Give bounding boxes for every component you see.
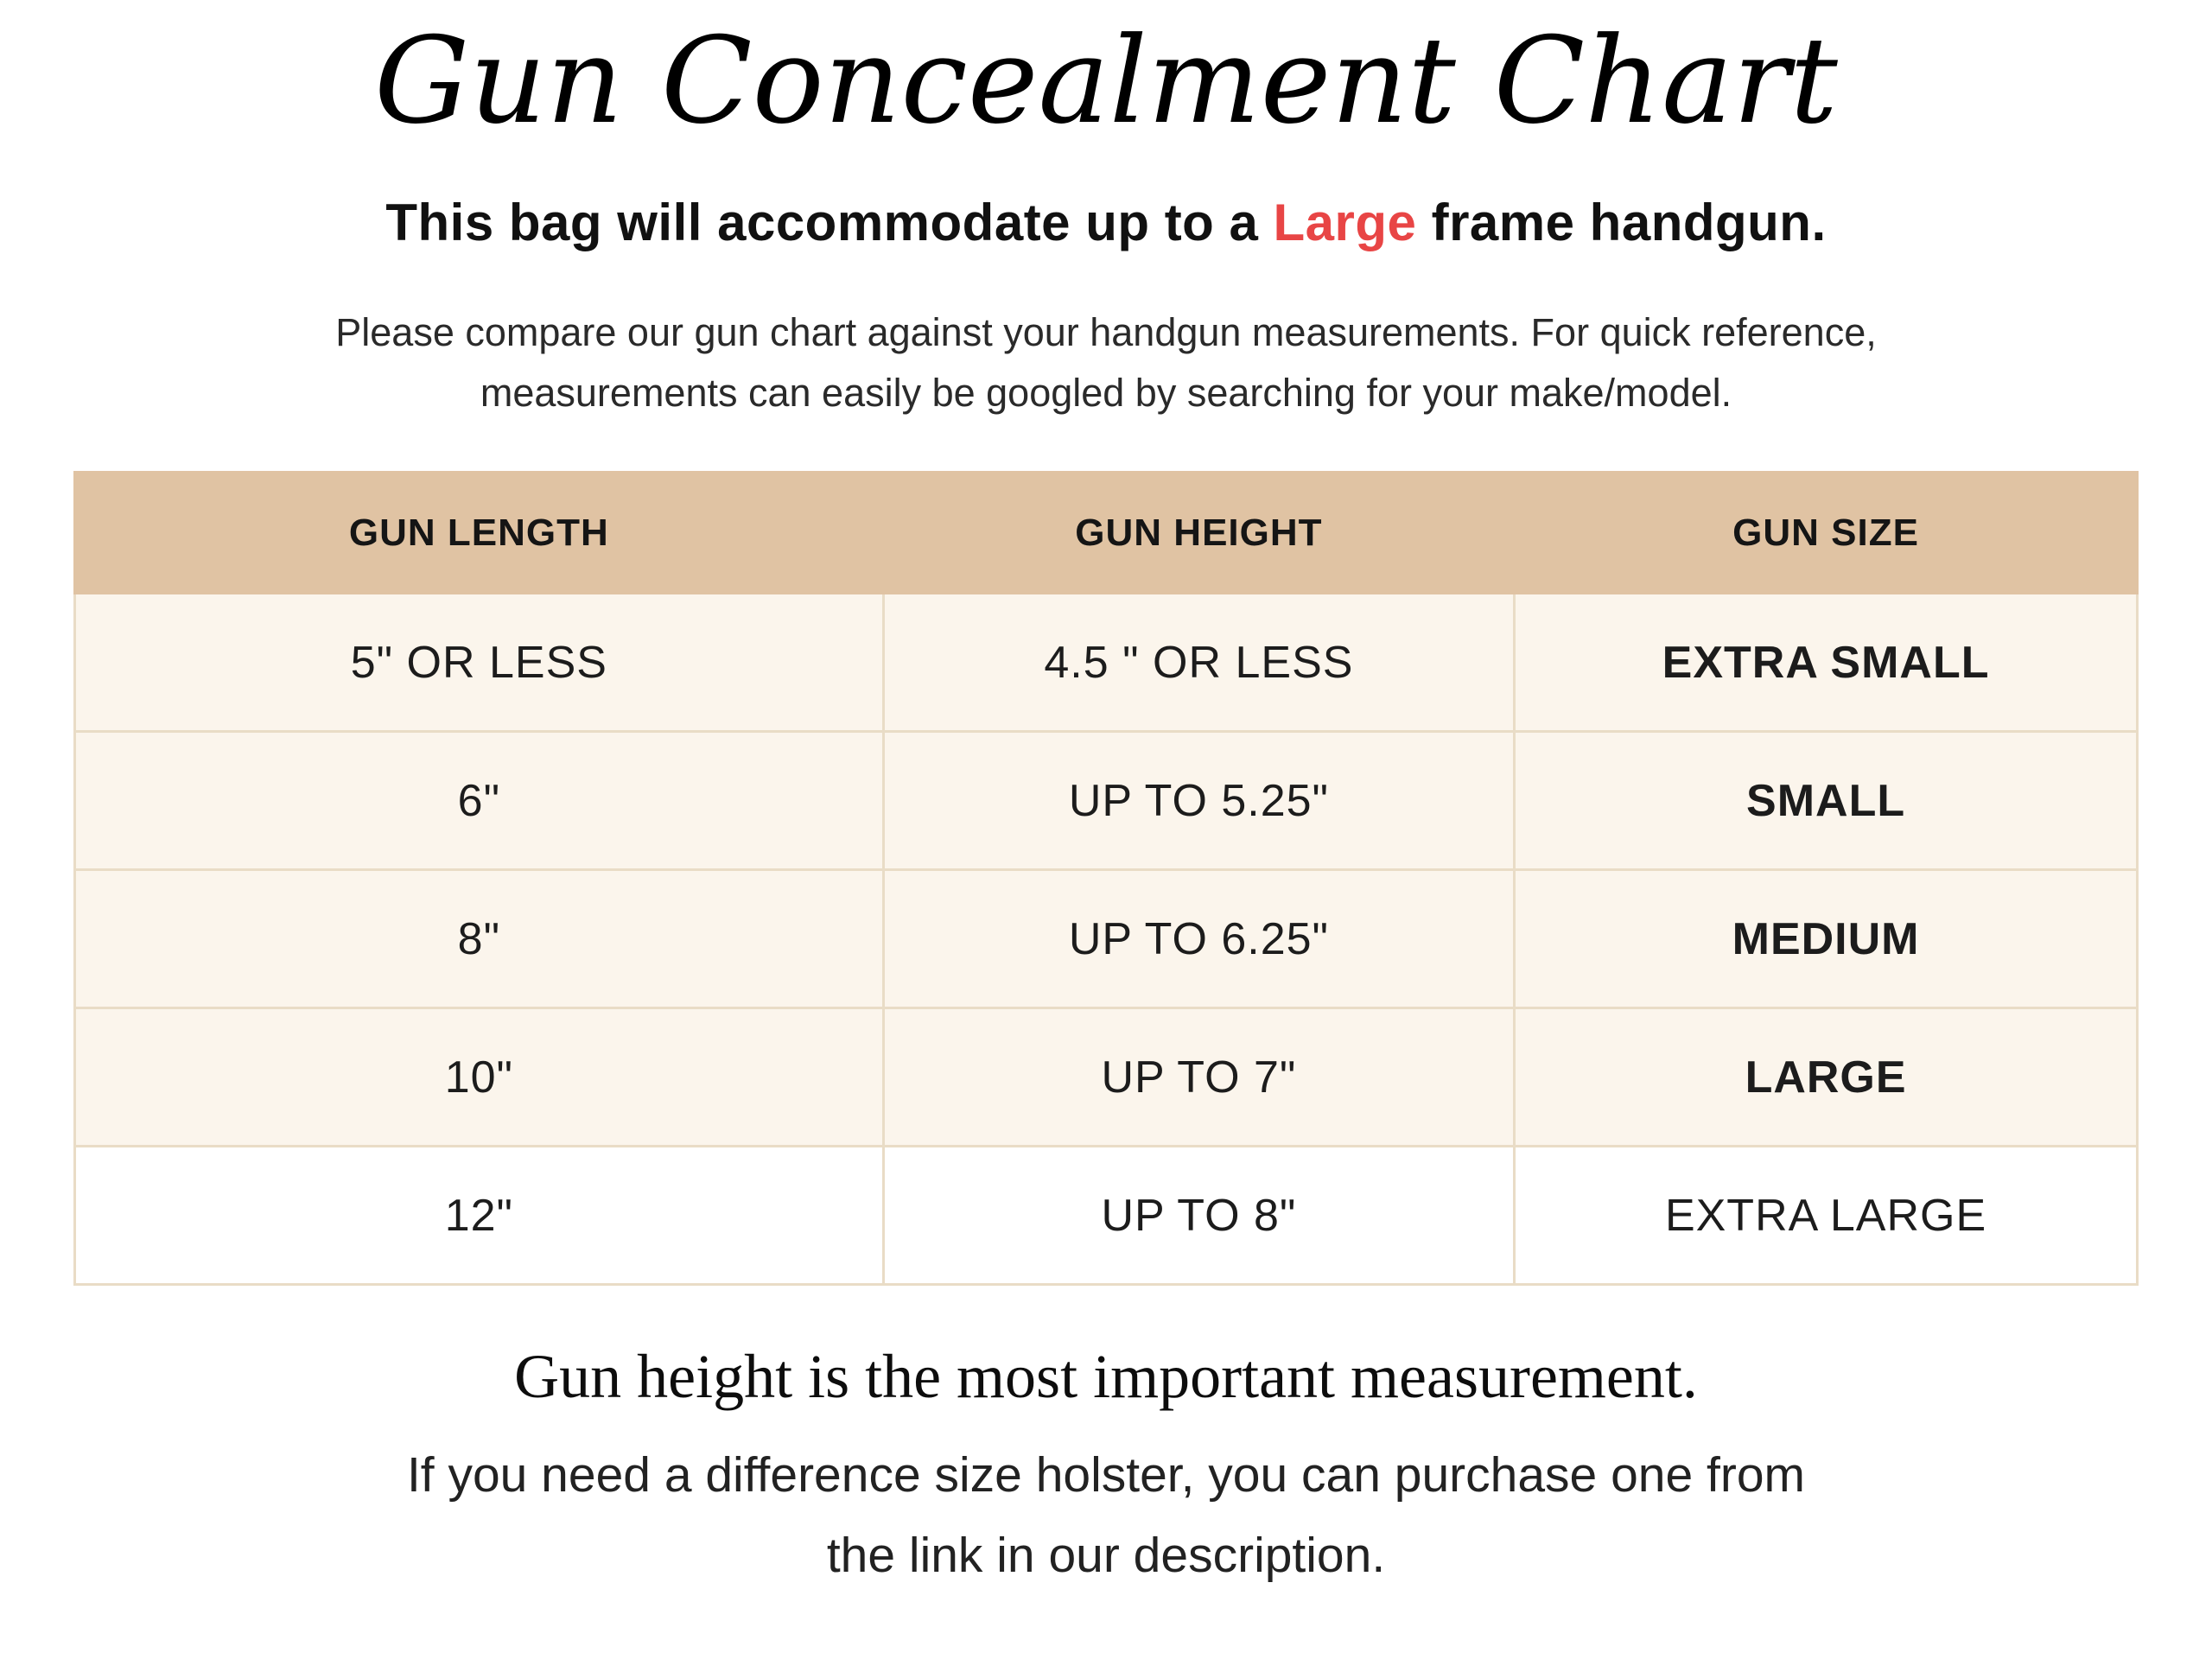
gun-height-cell: UP TO 6.25" <box>881 868 1516 1010</box>
subtitle-prefix: This bag will accommodate up to a <box>385 193 1274 251</box>
column-header-gun-size: GUN SIZE <box>1513 471 2139 595</box>
holster-purchase-note-line-1: If you need a difference size holster, y… <box>406 1447 1806 1503</box>
table-row: 6" UP TO 5.25" SMALL <box>73 730 2139 872</box>
height-importance-note: Gun height is the most important measure… <box>514 1342 1698 1412</box>
gun-length-cell: 5" OR LESS <box>73 592 885 734</box>
compare-instructions-line-2: measurements can easily be googled by se… <box>480 370 1732 415</box>
table-row: 10" UP TO 7" LARGE <box>73 1007 2139 1148</box>
gun-height-cell: UP TO 5.25" <box>881 730 1516 872</box>
subtitle-highlight-large: Large <box>1273 193 1417 251</box>
column-header-gun-length: GUN LENGTH <box>73 471 885 595</box>
gun-size-cell: SMALL <box>1513 730 2139 872</box>
gun-height-cell: UP TO 7" <box>881 1007 1516 1148</box>
gun-length-cell: 6" <box>73 730 885 872</box>
table-row: 8" UP TO 6.25" MEDIUM <box>73 868 2139 1010</box>
gun-length-cell: 12" <box>73 1145 885 1287</box>
page-title: Gun Concealment Chart <box>374 11 1838 150</box>
gun-length-cell: 8" <box>73 868 885 1010</box>
compare-instructions-line-1: Please compare our gun chart against you… <box>335 309 1877 354</box>
subtitle-suffix: frame handgun. <box>1416 193 1827 251</box>
holster-purchase-note: If you need a difference size holster, y… <box>0 1435 2212 1595</box>
table-row: 12" UP TO 8" EXTRA LARGE <box>73 1145 2139 1287</box>
holster-purchase-note-line-2: the link in our description. <box>826 1527 1386 1583</box>
compare-instructions: Please compare our gun chart against you… <box>0 302 2212 423</box>
gun-size-table: GUN LENGTH GUN HEIGHT GUN SIZE 5" OR LES… <box>73 471 2139 1287</box>
gun-height-cell: 4.5 " OR LESS <box>881 592 1516 734</box>
accommodation-statement: This bag will accommodate up to a Large … <box>0 193 2212 252</box>
table-row: 5" OR LESS 4.5 " OR LESS EXTRA SMALL <box>73 592 2139 734</box>
gun-size-cell: EXTRA SMALL <box>1513 592 2139 734</box>
column-header-gun-height: GUN HEIGHT <box>881 471 1516 595</box>
gun-size-cell: LARGE <box>1513 1007 2139 1148</box>
gun-size-cell: MEDIUM <box>1513 868 2139 1010</box>
gun-length-cell: 10" <box>73 1007 885 1148</box>
table-header-row: GUN LENGTH GUN HEIGHT GUN SIZE <box>73 471 2139 595</box>
gun-height-cell: UP TO 8" <box>881 1145 1516 1287</box>
gun-size-cell: EXTRA LARGE <box>1513 1145 2139 1287</box>
